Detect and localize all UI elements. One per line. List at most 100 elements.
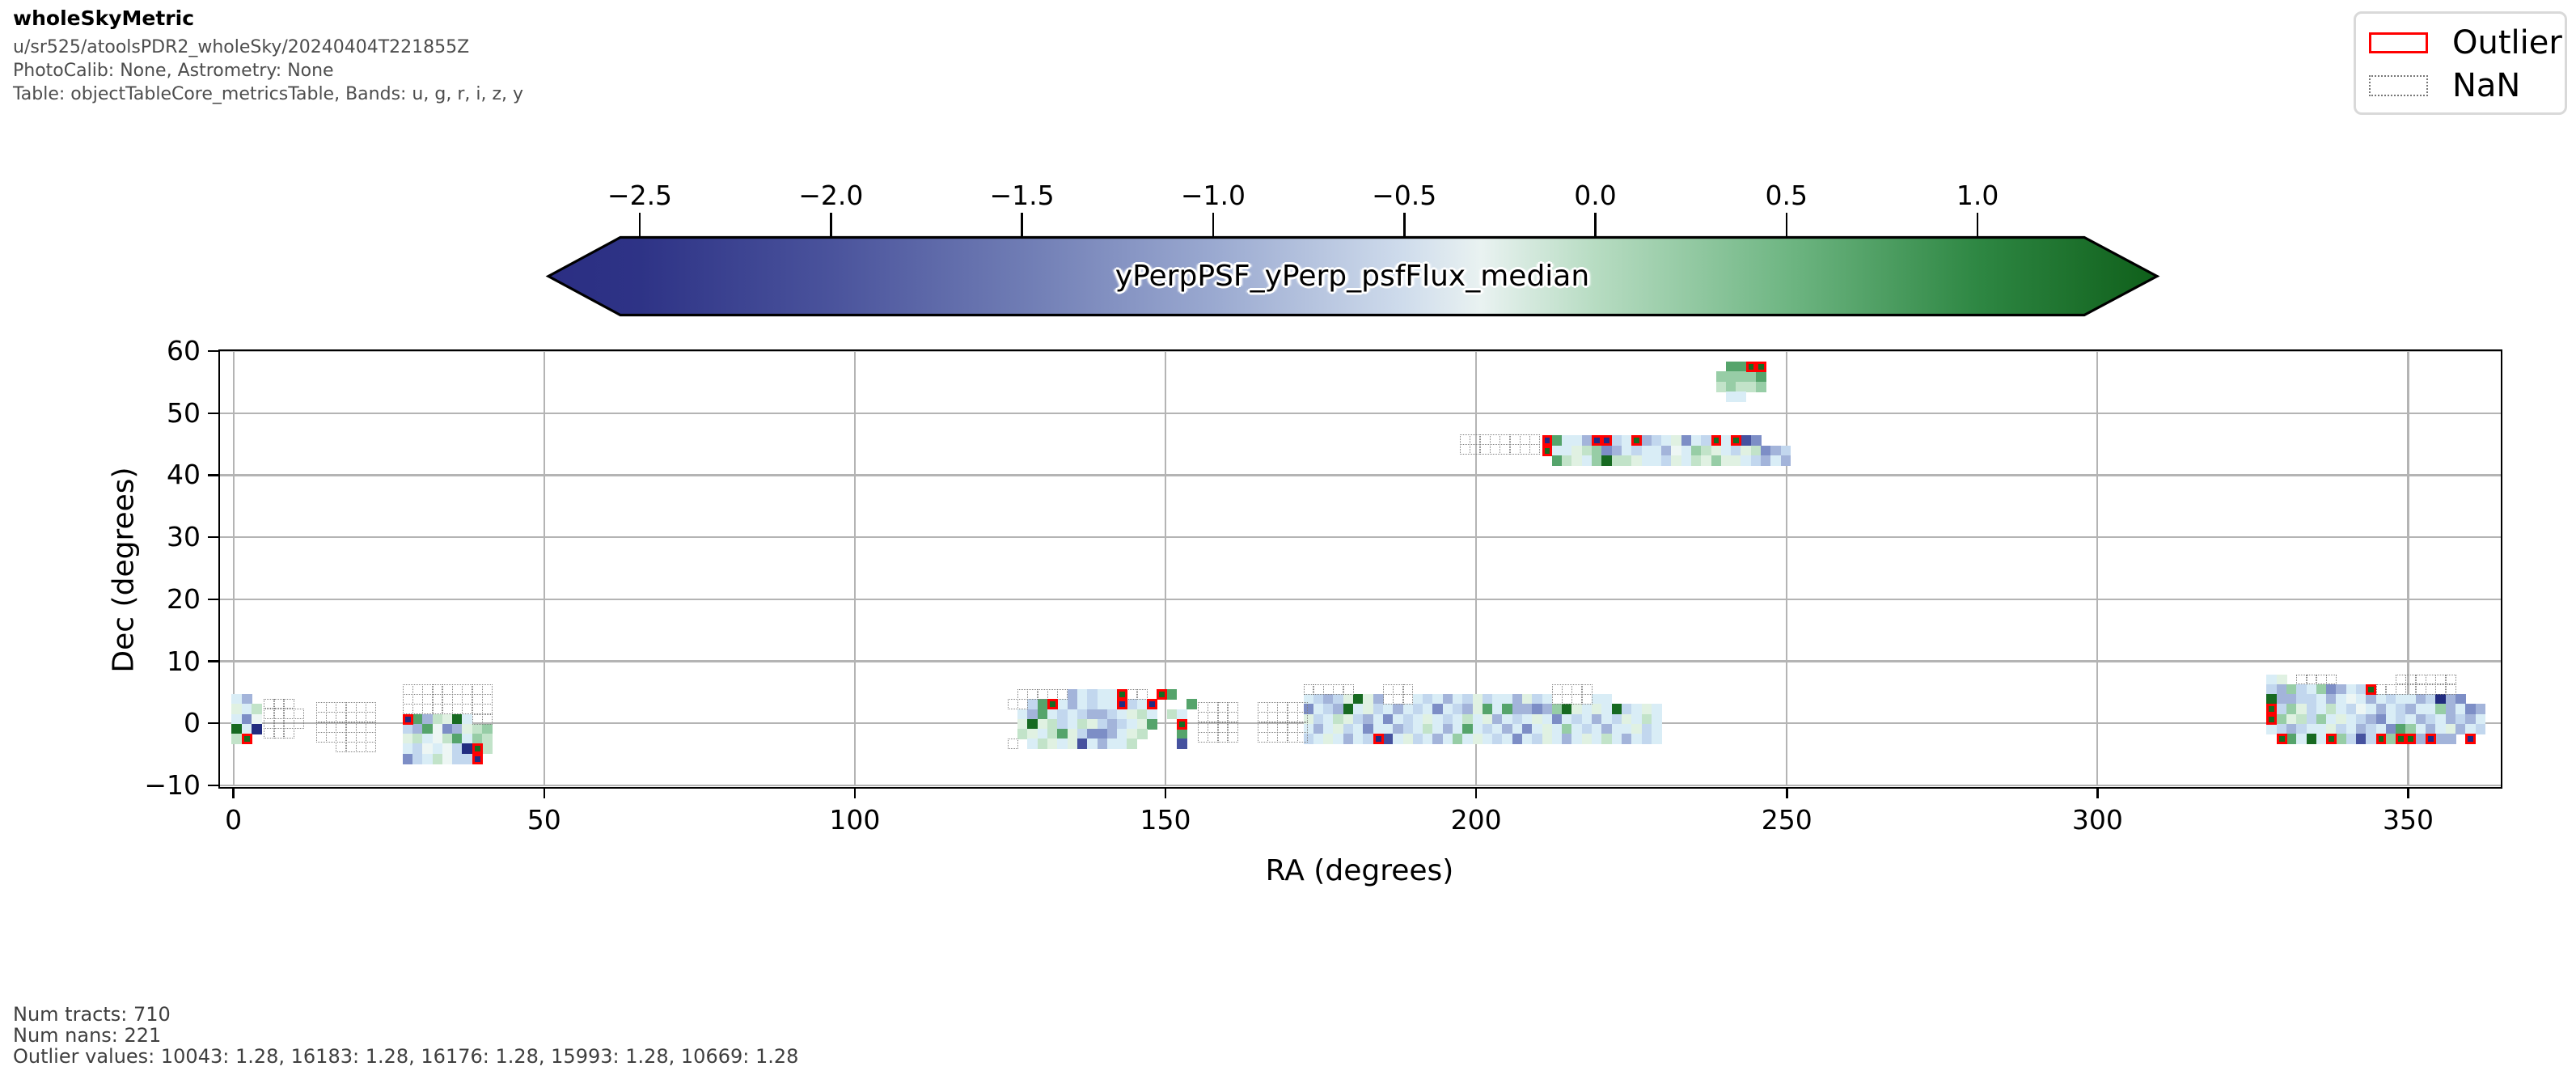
tract-cell (2306, 684, 2317, 695)
tract-cell (1725, 362, 1736, 373)
tract-cell (1117, 718, 1127, 730)
tract-cell (1343, 734, 1354, 745)
plot-frame (218, 349, 2502, 789)
outlier-tract-cell (1176, 718, 1187, 730)
tract-cell (1711, 445, 1722, 456)
tract-cell (1571, 455, 1583, 466)
tract-cell (2415, 713, 2426, 725)
tract-cell (1715, 371, 1727, 383)
tract-cell (1542, 734, 1553, 745)
tract-cell (2445, 704, 2456, 715)
tract-cell (2405, 713, 2417, 725)
tract-cell (1532, 694, 1543, 705)
tract-cell (1571, 704, 1583, 715)
tract-cell (1382, 704, 1394, 715)
tract-cell (1057, 729, 1068, 739)
tract-cell (462, 713, 473, 725)
tract-cell (1681, 455, 1692, 466)
tract-cell (231, 694, 243, 705)
tract-cell (402, 723, 413, 734)
outlier-tract-cell (1373, 734, 1384, 745)
tract-cell (2435, 704, 2447, 715)
outlier-tract-cell (1542, 435, 1553, 447)
tract-cell (1077, 689, 1088, 700)
tract-cell (1057, 699, 1068, 710)
tract-cell (1611, 713, 1622, 725)
tract-cell (1166, 709, 1178, 720)
tract-cell (2336, 704, 2347, 715)
tract-cell (1611, 704, 1622, 715)
tract-cell (1601, 734, 1613, 745)
tract-cell (2276, 684, 2287, 695)
tract-cell (462, 723, 473, 734)
tract-cell (1502, 734, 1513, 745)
tract-cell (472, 723, 483, 734)
tract-cell (1423, 704, 1433, 715)
tract-cell (1313, 723, 1324, 734)
outlier-tract-cell (2276, 734, 2287, 745)
tract-cell (2455, 704, 2466, 715)
tract-cell (2426, 704, 2436, 715)
tract-cell (1472, 713, 1483, 725)
tract-cell (1482, 713, 1493, 725)
tract-cell (1402, 713, 1414, 725)
tract-cell (1047, 718, 1058, 730)
outlier-tract-cell (402, 713, 413, 725)
tract-cell (1641, 734, 1652, 745)
tract-cell (1353, 734, 1364, 745)
tract-cell (1780, 445, 1791, 456)
tract-cell (2345, 713, 2357, 725)
y-axis-title: Dec (degrees) (107, 467, 141, 673)
tract-cell (1402, 723, 1414, 734)
colorbar-label: yPerpPSF_yPerp_psfFlux_median (1115, 260, 1590, 293)
gridline-x-150 (1164, 350, 1167, 786)
tract-cell (2296, 704, 2307, 715)
tract-cell (1482, 694, 1493, 705)
tract-cell (1631, 723, 1643, 734)
tract-cell (1592, 713, 1602, 725)
nan-tract-cell (1227, 731, 1238, 743)
tract-cell (1127, 729, 1138, 739)
tract-cell (2455, 723, 2466, 734)
tract-cell (231, 704, 243, 715)
tract-cell (1715, 381, 1727, 392)
tract-cell (1472, 723, 1483, 734)
tract-cell (1522, 713, 1533, 725)
tract-cell (251, 723, 262, 734)
tract-cell (442, 734, 453, 745)
tract-cell (1472, 734, 1483, 745)
tract-cell (1136, 709, 1148, 720)
tract-cell (1462, 694, 1474, 705)
colorbar-tickmark--1 (1212, 213, 1215, 236)
tract-cell (1736, 362, 1747, 373)
tract-cell (452, 723, 463, 734)
tract-cell (2326, 713, 2337, 725)
outlier-tract-cell (2465, 734, 2477, 745)
tract-cell (2435, 723, 2447, 734)
tract-cell (1741, 455, 1752, 466)
tract-cell (1736, 381, 1747, 392)
tract-cell (1136, 718, 1148, 730)
tract-cell (1323, 713, 1335, 725)
tract-cell (1761, 455, 1771, 466)
tract-cell (2276, 704, 2287, 715)
tract-cell (231, 713, 243, 725)
outlier-tract-cell (1711, 435, 1722, 447)
tract-cell (1745, 371, 1757, 383)
tract-cell (241, 704, 252, 715)
tract-cell (2475, 713, 2486, 725)
outlier-tract-cell (2426, 734, 2436, 745)
tract-cell (1343, 704, 1354, 715)
tract-cell (1770, 455, 1782, 466)
tract-cell (1343, 713, 1354, 725)
tract-cell (1492, 713, 1504, 725)
tract-cell (1592, 694, 1602, 705)
tract-cell (2276, 723, 2287, 734)
tract-cell (412, 753, 423, 764)
tract-cell (1731, 455, 1742, 466)
tract-cell (241, 713, 252, 725)
tract-cell (1432, 734, 1444, 745)
tract-cell (412, 713, 423, 725)
tract-cell (1745, 381, 1757, 392)
x-axis-title: RA (degrees) (1265, 854, 1454, 887)
